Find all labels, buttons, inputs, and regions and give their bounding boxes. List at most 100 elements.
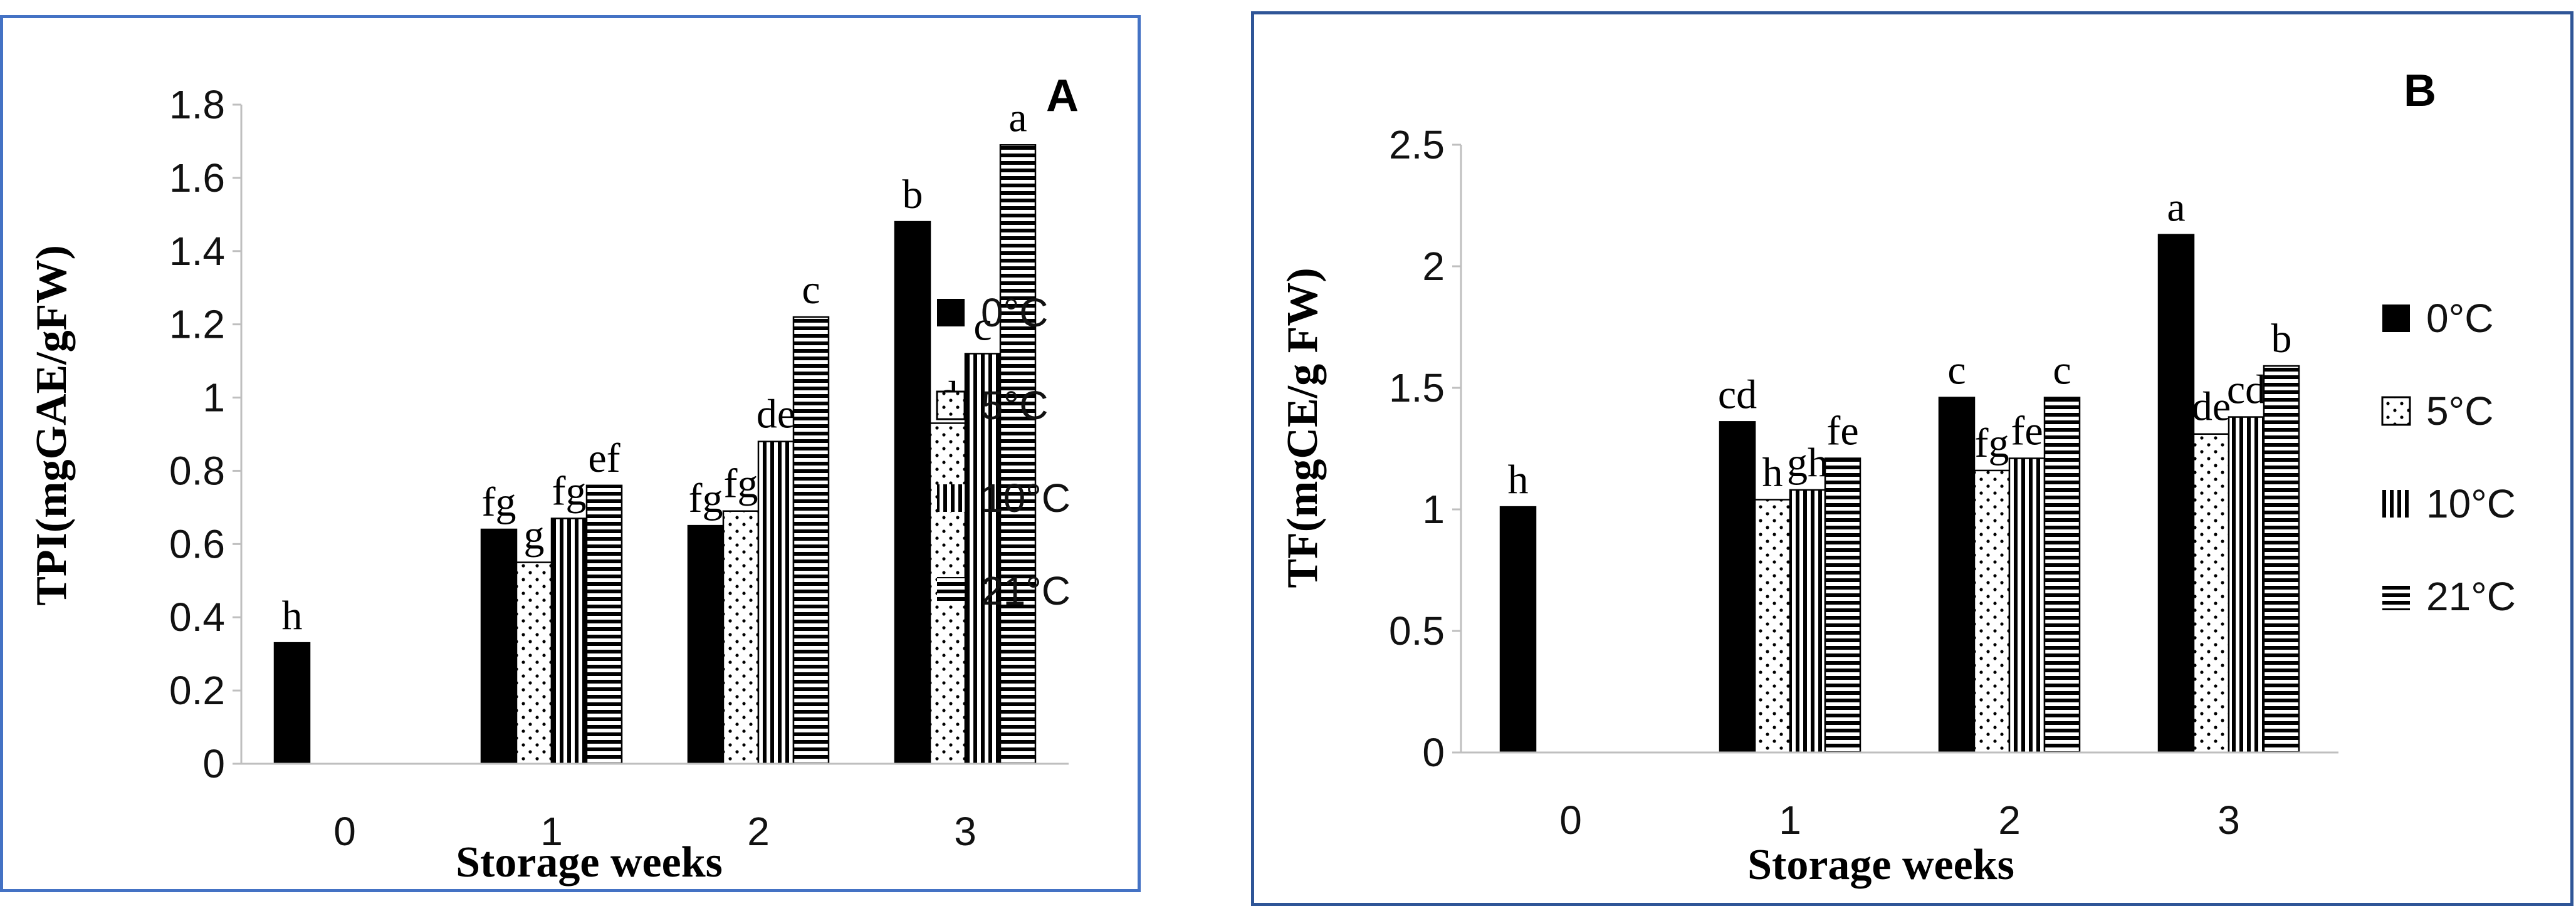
bar	[515, 561, 553, 765]
significance-label: h	[282, 593, 303, 638]
legend-swatch	[2381, 396, 2411, 426]
legend-label: 0°C	[981, 290, 1048, 335]
bar	[964, 353, 1002, 765]
bar	[2043, 397, 2081, 754]
bar	[2228, 416, 2265, 754]
legend-swatch	[2382, 583, 2410, 610]
legend-label: 10°C	[2426, 481, 2516, 526]
bar	[1789, 489, 1826, 754]
significance-label: cd	[2227, 367, 2266, 413]
significance-label: c	[1947, 348, 1966, 393]
significance-label: h	[1762, 449, 1783, 495]
significance-label: h	[1508, 457, 1529, 502]
bar	[585, 484, 623, 765]
y-tick-label: 0.4	[169, 595, 225, 640]
significance-label: de	[757, 392, 795, 437]
chart-panel-b: 0 0.5 1 1.5 2 2.5 h 0 cd h gh fe 1 c fg fe c 2 a de cd b 3 Stor…	[1251, 11, 2573, 906]
bar	[1938, 397, 1976, 754]
significance-label: fg	[1975, 420, 2009, 466]
x-tick-label: 0	[333, 809, 356, 854]
significance-label: a	[2167, 185, 2185, 231]
y-tick-label: 0	[202, 741, 225, 786]
bar	[1824, 457, 1861, 754]
x-tick-label: 2	[747, 809, 770, 854]
significance-label: fg	[552, 468, 587, 514]
bar	[480, 528, 518, 765]
y-axis-title: TPI(mgGAE/gFW)	[28, 245, 76, 606]
bar	[2192, 433, 2230, 754]
bar	[2008, 457, 2046, 754]
bar	[1719, 421, 1756, 754]
bar	[273, 642, 311, 765]
bar	[2157, 234, 2195, 754]
significance-label: fg	[482, 479, 516, 525]
significance-label: de	[2192, 384, 2231, 430]
legend-swatch	[2382, 304, 2410, 332]
bar	[1973, 469, 2011, 754]
y-tick-label: 0.8	[169, 448, 225, 493]
significance-label: fg	[724, 461, 758, 507]
y-tick-label: 1.8	[169, 82, 225, 127]
significance-label: c	[802, 267, 820, 313]
legend-swatch	[937, 484, 965, 512]
y-tick-label: 1.2	[169, 302, 225, 347]
bar	[894, 221, 931, 765]
y-tick-label: 1	[202, 375, 225, 420]
legend-swatch	[937, 577, 965, 605]
legend-swatch	[2382, 490, 2410, 518]
bar	[2263, 365, 2300, 754]
y-tick-label: 2	[1422, 244, 1445, 289]
significance-label: g	[524, 513, 545, 558]
significance-label: a	[1008, 95, 1027, 140]
significance-label: gh	[1787, 440, 1828, 486]
x-tick-label: 3	[2217, 798, 2240, 843]
bar	[1754, 499, 1791, 754]
bar	[792, 316, 830, 765]
legend-label: 0°C	[2426, 296, 2493, 341]
x-tick-label: 0	[1559, 798, 1582, 843]
legend-label: 5°C	[981, 383, 1048, 428]
x-tick-label: 1	[1779, 798, 1801, 843]
y-tick-label: 1.4	[169, 229, 225, 274]
bar	[722, 510, 760, 765]
x-tick-label: 2	[1998, 798, 2021, 843]
x-tick-label: 1	[540, 809, 563, 854]
y-tick-label: 2.5	[1389, 122, 1445, 167]
legend-swatch	[936, 390, 966, 420]
legend-swatch	[937, 299, 965, 326]
bar	[999, 144, 1037, 765]
legend-label: 21°C	[2426, 574, 2516, 619]
significance-label: c	[973, 303, 992, 349]
significance-label: ef	[588, 435, 620, 481]
panel-letter: A	[1046, 71, 1079, 121]
significance-label: fe	[1826, 409, 1858, 454]
significance-label: cd	[1718, 372, 1757, 417]
significance-label: fg	[689, 476, 723, 521]
panel-letter: B	[2404, 66, 2436, 116]
chart-panel-a: 0 0.2 0.4 0.6 0.8 1 1.2 1.4 1.6 1.8 h 0 fg g fg ef 1 fg fg…	[0, 15, 1141, 892]
legend-label: 21°C	[981, 568, 1071, 613]
significance-label: b	[903, 172, 923, 217]
y-tick-label: 0	[1422, 730, 1445, 775]
bar	[1499, 506, 1537, 754]
significance-label: fe	[2011, 409, 2043, 454]
significance-label: b	[2271, 316, 2292, 362]
y-tick-label: 1.5	[1389, 365, 1445, 410]
x-tick-label: 3	[954, 809, 976, 854]
y-tick-label: 1.6	[169, 155, 225, 200]
x-axis-title: Storage weeks	[456, 838, 723, 887]
y-tick-label: 0.6	[169, 521, 225, 566]
y-axis-title: TF(mgCE/g FW)	[1279, 268, 1327, 588]
bar	[757, 440, 795, 765]
y-tick-label: 0.2	[169, 668, 225, 713]
bar	[550, 518, 588, 765]
legend-label: 10°C	[981, 476, 1071, 521]
x-axis-title: Storage weeks	[1747, 841, 2014, 889]
y-tick-label: 0.5	[1389, 608, 1445, 653]
bar	[687, 524, 725, 765]
significance-label: c	[2053, 348, 2071, 393]
legend-label: 5°C	[2426, 388, 2493, 434]
y-tick-label: 1	[1422, 487, 1445, 532]
